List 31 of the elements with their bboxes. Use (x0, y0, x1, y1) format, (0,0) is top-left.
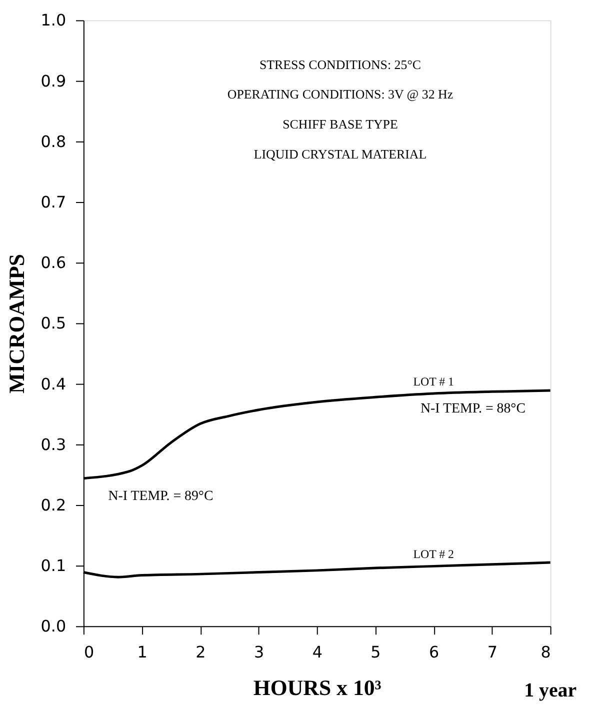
y-tick-label: 0.3 (40, 434, 66, 454)
x-tick-label: 6 (429, 642, 440, 662)
y-tick-label: 0.2 (40, 495, 66, 514)
x-tick-label: 8 (540, 642, 551, 662)
annotation: SCHIFF BASE TYPE (282, 116, 398, 132)
x-tick-label: 4 (312, 642, 322, 662)
y-tick-label: 1.0 (40, 10, 66, 30)
x-axis-title: HOURS x 10³ (253, 676, 382, 700)
x-tick-label: 2 (196, 642, 206, 662)
x-tick-label: 3 (254, 642, 264, 662)
y-tick-label: 0.5 (40, 314, 66, 333)
y-tick-label: 0.0 (40, 616, 66, 636)
y-axis-title: MICROAMPS (4, 254, 29, 394)
text: 1 year (524, 680, 577, 702)
x-tick-label: 1 (137, 642, 148, 662)
x-tick-label: 7 (487, 642, 498, 662)
y-tick-label: 0.8 (40, 132, 66, 151)
annotation: N-I TEMP. = 89°C (108, 489, 214, 504)
annotation: STRESS CONDITIONS: 25°C (259, 56, 421, 72)
x-tick-label: 5 (370, 642, 381, 662)
series-label: LOT # 2 (413, 547, 454, 562)
x-tick-label: 0 (84, 642, 94, 662)
y-tick-label: 0.7 (40, 192, 66, 212)
series-label: LOT # 1 (413, 374, 454, 389)
y-tick-label: 0.1 (40, 556, 66, 576)
y-tick-label: 0.9 (40, 71, 66, 90)
annotation: LIQUID CRYSTAL MATERIAL (254, 146, 427, 162)
y-tick-label: 0.4 (40, 374, 66, 394)
annotation: N-I TEMP. = 88°C (420, 401, 526, 416)
annotation: OPERATING CONDITIONS: 3V @ 32 Hz (227, 86, 454, 102)
y-tick-label: 0.6 (40, 253, 66, 272)
